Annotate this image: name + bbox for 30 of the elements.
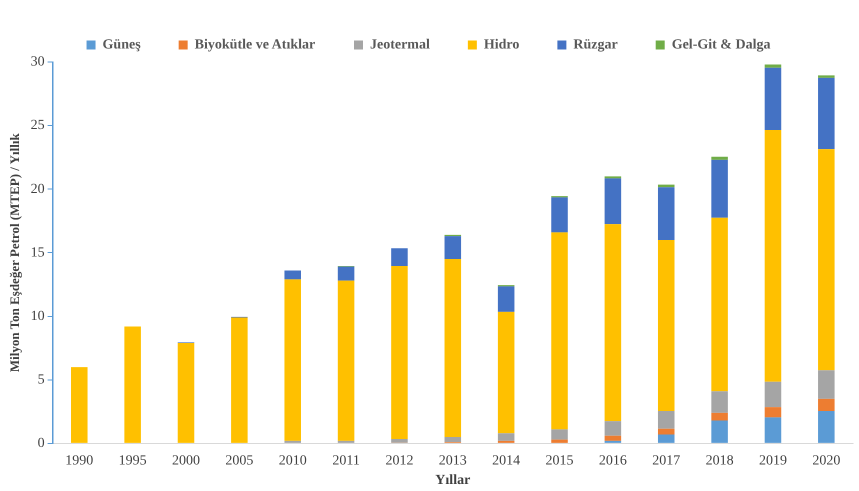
y-tick-label: 10 <box>30 308 45 324</box>
legend-label: Güneş <box>102 38 142 53</box>
y-tick-label: 0 <box>38 436 45 452</box>
x-tick-label: 2018 <box>706 453 734 468</box>
x-tick-label: 2017 <box>652 453 680 468</box>
legend-label: Gel-Git & Dalga <box>672 38 770 53</box>
x-tick-label: 2011 <box>332 453 360 468</box>
legend-label: Biyokütle ve Atıklar <box>194 38 316 53</box>
x-tick-label: 2005 <box>225 453 254 468</box>
y-axis-title: Milyon Ton Eşdeğer Petrol (MTEP) / Yıllık <box>7 132 22 372</box>
x-axis-title: Yıllar <box>435 473 470 488</box>
y-tick-label: 15 <box>30 245 45 260</box>
x-tick-label: 2010 <box>278 453 307 468</box>
legend-label: Rüzgar <box>573 38 618 53</box>
x-tick-label: 2015 <box>546 453 574 468</box>
x-tick-label: 2014 <box>492 453 520 468</box>
x-tick-label: 1995 <box>118 453 147 468</box>
x-tick-label: 2000 <box>172 453 200 468</box>
y-tick-label: 30 <box>30 54 45 70</box>
x-tick-label: 2019 <box>758 453 787 468</box>
y-tick-label: 25 <box>30 118 45 134</box>
x-tick-label: 1990 <box>65 453 94 468</box>
x-tick-label: 2012 <box>385 453 414 468</box>
legend-label: Hidro <box>484 38 520 53</box>
x-tick-label: 2020 <box>812 453 840 468</box>
y-tick-label: 20 <box>30 182 45 197</box>
y-tick-label: 5 <box>38 372 45 388</box>
legend-label: Jeotermal <box>370 38 430 53</box>
x-tick-label: 2013 <box>438 453 467 468</box>
x-tick-label: 2016 <box>598 453 627 468</box>
